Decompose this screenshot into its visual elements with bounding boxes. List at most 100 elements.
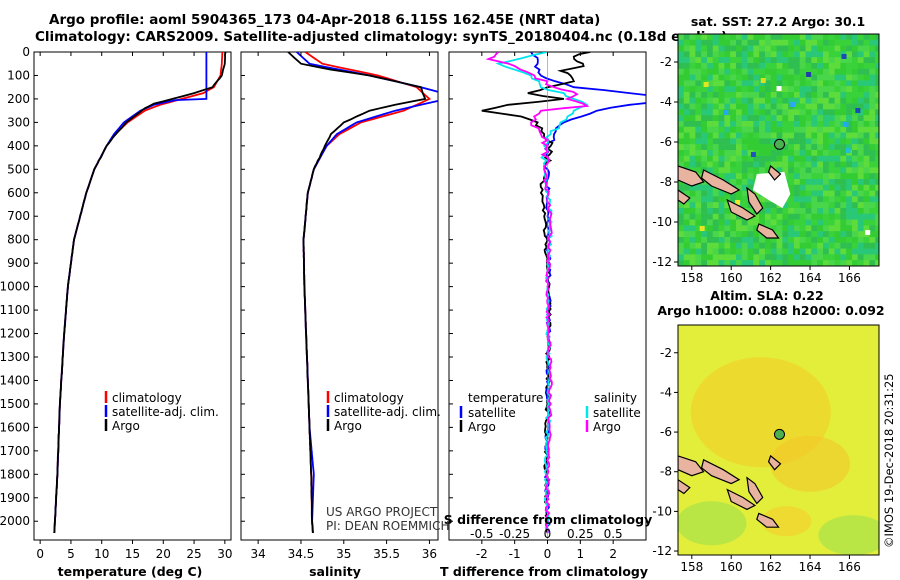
- sst-pixel: [805, 39, 812, 46]
- sst-pixel: [875, 167, 879, 174]
- sst-pixel: [736, 213, 742, 220]
- sst-pixel: [857, 86, 864, 92]
- sst-pixel: [788, 237, 794, 243]
- sst-pixel: [701, 155, 707, 162]
- sst-pixel: [869, 213, 876, 220]
- sst-pixel: [817, 68, 823, 75]
- sst-pixel: [759, 45, 765, 52]
- sst-pixel: [857, 68, 864, 75]
- sst-pixel: [805, 86, 812, 92]
- sst-pixel: [823, 219, 829, 226]
- map-x-tick-label: 160: [720, 560, 743, 574]
- sst-pixel: [689, 68, 696, 75]
- sst-pixel: [683, 34, 690, 40]
- sst-pixel: [869, 92, 876, 98]
- sst-pixel: [718, 126, 725, 133]
- sst-pixel: [834, 80, 841, 87]
- sst-pixel: [799, 103, 806, 110]
- sst-pixel: [782, 248, 789, 255]
- sst-pixel: [782, 161, 789, 168]
- sst-pixel: [718, 132, 725, 139]
- sst-pixel: [703, 82, 709, 87]
- sst-pixel: [811, 213, 818, 220]
- island: [678, 455, 705, 477]
- sst-pixel: [753, 213, 760, 220]
- sst-pixel: [683, 213, 690, 220]
- sst-pixel: [765, 74, 771, 81]
- sst-pixel: [875, 161, 879, 168]
- sst-pixel: [765, 242, 771, 249]
- sst-pixel: [869, 184, 876, 191]
- sst-pixel: [788, 208, 794, 214]
- sst-pixel: [678, 219, 684, 226]
- sst-pixel: [689, 80, 696, 87]
- sst-pixel: [823, 242, 829, 249]
- sst-pixel: [689, 150, 696, 156]
- sst-pixel: [753, 260, 760, 266]
- sst-pixel: [701, 202, 707, 208]
- sst-pixel: [678, 80, 684, 87]
- sst-pixel: [753, 86, 760, 92]
- sst-pixel: [683, 231, 690, 237]
- sst-pixel: [712, 97, 719, 104]
- sst-pixel: [678, 242, 684, 249]
- sst-pixel: [875, 45, 879, 52]
- sst-pixel: [857, 219, 864, 226]
- sst-pixel: [805, 184, 812, 191]
- sst-pixel: [794, 202, 800, 208]
- sst-pixel: [869, 179, 876, 185]
- series-line-climatology: [53, 52, 224, 534]
- sst-pixel: [823, 34, 829, 40]
- sst-pixel: [828, 237, 835, 243]
- sst-pixel: [747, 184, 754, 191]
- sst-pixel: [683, 57, 690, 63]
- sst-pixel: [747, 242, 754, 249]
- sst-pixel: [765, 97, 771, 104]
- sst-pixel: [678, 254, 684, 261]
- sst-pixel: [794, 57, 800, 63]
- y-tick-label: 600: [7, 186, 30, 200]
- sst-pixel: [724, 231, 731, 237]
- sst-pixel: [707, 51, 713, 58]
- sst-pixel: [788, 51, 794, 58]
- sst-pixel: [846, 86, 852, 92]
- sst-pixel: [811, 208, 818, 214]
- sst-pixel: [678, 237, 684, 243]
- sst-pixel: [840, 115, 847, 121]
- sst-pixel: [712, 196, 719, 203]
- sst-pixel: [834, 248, 841, 255]
- sst-pixel: [770, 63, 777, 69]
- sst-pixel: [869, 225, 876, 232]
- sst-pixel: [782, 97, 789, 104]
- sst-pixel: [869, 254, 876, 261]
- salinity-series: [287, 52, 438, 534]
- sst-pixel: [817, 34, 823, 40]
- sst-pixel: [695, 254, 702, 261]
- series-line-satellite-adj-clim-: [296, 52, 438, 534]
- island: [746, 476, 764, 505]
- legend-label-satellite: satellite-adj. clim.: [334, 405, 441, 419]
- sst-pixel: [776, 68, 783, 75]
- sst-pixel: [834, 242, 841, 249]
- sst-pixel: [718, 202, 725, 208]
- sst-pixel: [817, 155, 823, 162]
- sst-pixel: [875, 184, 879, 191]
- sst-pixel: [776, 213, 783, 220]
- sst-pixel: [730, 126, 736, 133]
- sst-pixel: [707, 208, 713, 214]
- sst-pixel: [840, 132, 847, 139]
- sst-pixel: [852, 237, 858, 243]
- sst-pixel: [857, 161, 864, 168]
- sst-pixel: [875, 68, 879, 75]
- sst-pixel: [788, 202, 794, 208]
- sst-pixel: [747, 126, 754, 133]
- sst-pixel: [776, 219, 783, 226]
- sst-pixel: [794, 121, 800, 127]
- sst-pixel: [788, 144, 794, 150]
- sst-pixel: [875, 97, 879, 104]
- sst-pixel: [683, 74, 690, 81]
- sst-pixel: [794, 155, 800, 162]
- sst-pixel: [730, 34, 736, 40]
- sst-pixel: [689, 126, 696, 133]
- sst-pixel: [695, 144, 702, 150]
